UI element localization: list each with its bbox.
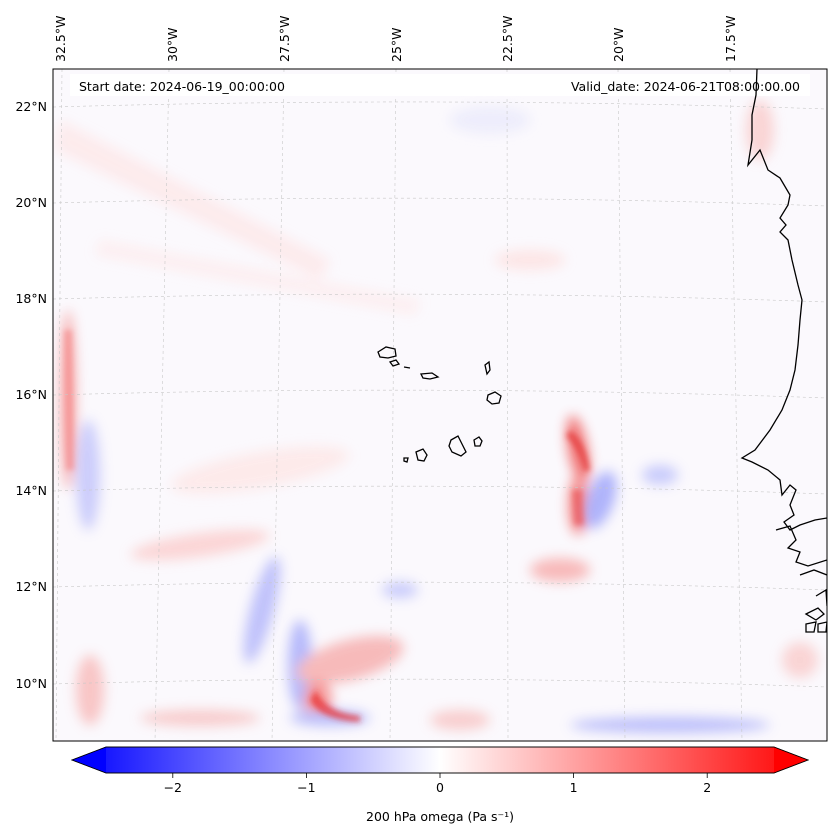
colorbar-max-extension (774, 747, 808, 773)
lon-label: 32.5°W (53, 16, 68, 62)
lat-label: 14°N (15, 483, 47, 498)
colorbar: −2 −1 0 1 2 200 hPa omega (Pa s⁻¹) (70, 746, 810, 824)
colorbar-min-extension (72, 747, 106, 773)
lon-label: 20°W (611, 27, 626, 62)
colorbar-tick-label: 1 (570, 780, 578, 795)
lon-label: 17.5°W (723, 16, 738, 62)
colorbar-tick-label: 0 (436, 780, 444, 795)
colorbar-tick-label: −2 (164, 780, 182, 795)
map-panel (53, 69, 827, 741)
start-date-label: Start date: 2024-06-19_00:00:00 (79, 79, 285, 94)
lat-label: 20°N (15, 195, 47, 210)
lon-label: 27.5°W (277, 16, 292, 62)
lat-label: 18°N (15, 291, 47, 306)
map-frame (52, 68, 828, 742)
lat-label: 12°N (15, 579, 47, 594)
lat-label: 16°N (15, 387, 47, 402)
gridlines (53, 69, 827, 741)
lat-label: 22°N (15, 99, 47, 114)
lon-label: 22.5°W (500, 16, 515, 62)
valid-date-label: Valid_date: 2024-06-21T08:00:00.00 (571, 79, 800, 94)
lon-label: 30°W (165, 27, 180, 62)
longitude-labels: 32.5°W 30°W 27.5°W 25°W 22.5°W 20°W 17.5… (53, 16, 738, 62)
lat-label: 10°N (15, 676, 47, 691)
lon-label: 25°W (389, 27, 404, 62)
map-background (53, 69, 827, 741)
header-strip (70, 74, 810, 96)
colorbar-ticks: −2 −1 0 1 2 (164, 773, 711, 795)
colorbar-tick-label: 2 (703, 780, 711, 795)
island-outlines (377, 346, 502, 463)
omega-streaks (64, 330, 590, 722)
colorbar-body (70, 746, 810, 774)
colorbar-tick-label: −1 (297, 780, 315, 795)
latitude-labels: 22°N 20°N 18°N 16°N 14°N 12°N 10°N (15, 99, 47, 691)
colorbar-label: 200 hPa omega (Pa s⁻¹) (366, 809, 514, 824)
omega-field (55, 100, 818, 733)
